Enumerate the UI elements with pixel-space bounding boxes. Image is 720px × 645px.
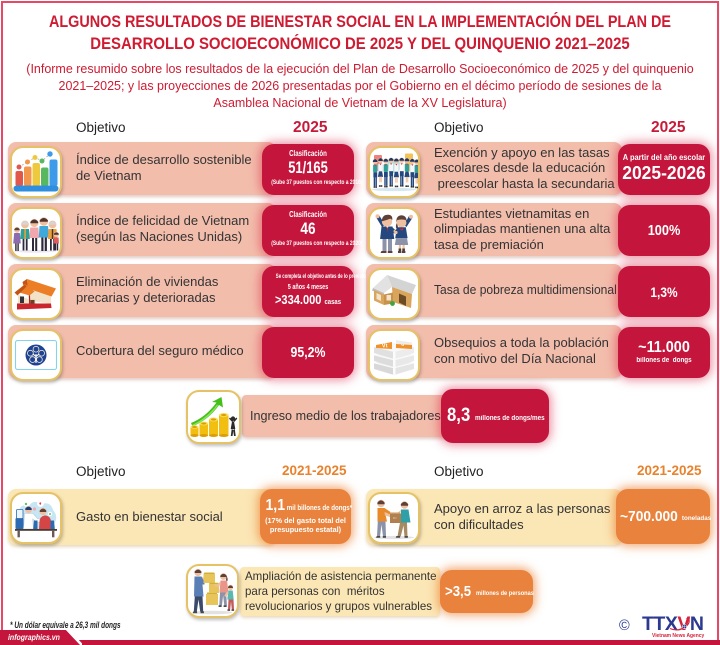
svg-text:đ: đ bbox=[401, 342, 405, 348]
svg-text::::: ::: bbox=[393, 516, 397, 520]
svg-text:Vt: Vt bbox=[382, 343, 388, 349]
